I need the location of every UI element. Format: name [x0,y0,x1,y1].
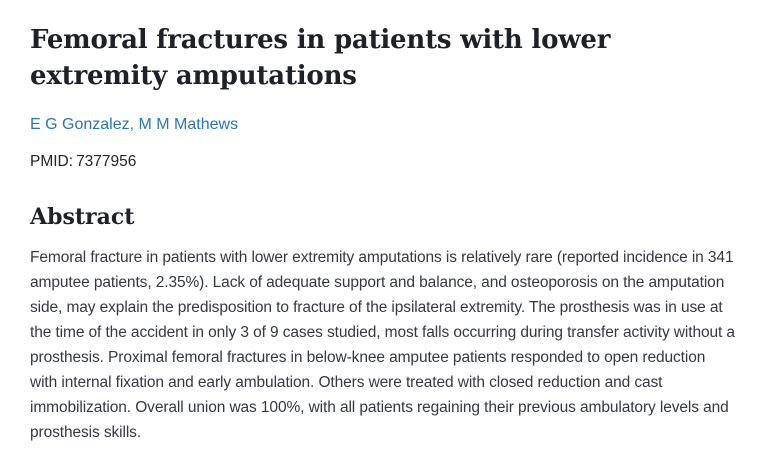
abstract-heading: Abstract [30,204,135,230]
author-link-gonzalez[interactable]: E G Gonzalez [30,116,130,133]
pmid-row: PMID: 7377956 [30,153,735,171]
abstract-text: Femoral fracture in patients with lower … [30,249,735,441]
pmid-value: 7377956 [76,153,137,170]
author-link-mathews[interactable]: M M Mathews [138,116,239,133]
article-title: Femoral fractures in patients with lower… [30,25,611,91]
pmid-label: PMID: [30,153,74,170]
authors-list: E G Gonzalez, M M Mathews [30,116,735,134]
author-separator: , [129,116,139,133]
